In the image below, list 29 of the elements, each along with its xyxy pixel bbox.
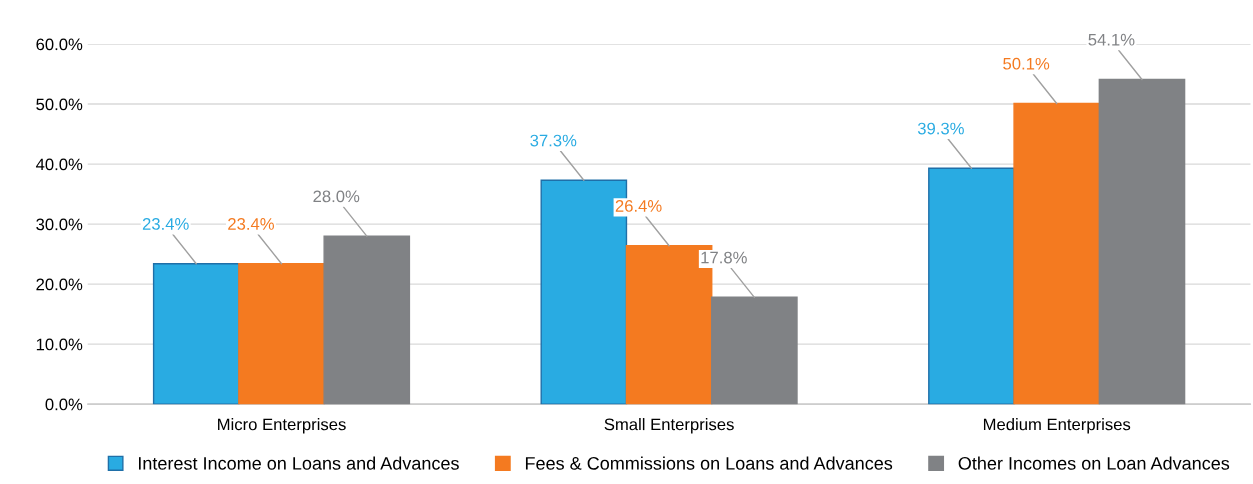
bar <box>152 263 240 405</box>
y-tick-label: 60.0% <box>36 38 83 51</box>
legend-label: Interest Income on Loans and Advances <box>138 456 459 470</box>
bar <box>238 263 325 405</box>
data-label: 17.8% <box>701 251 747 264</box>
y-tick-label: 40.0% <box>35 158 83 171</box>
y-tick-label: 20.0% <box>36 278 83 291</box>
x-tick-label: Small Enterprises <box>604 418 734 434</box>
data-label: 50.1% <box>1003 57 1050 70</box>
bar <box>1013 102 1101 405</box>
data-label: 54.1% <box>1088 33 1135 46</box>
y-tick-label: 10.0% <box>36 338 83 351</box>
data-label: 39.3% <box>917 122 964 135</box>
bar <box>711 296 798 405</box>
legend-label: Fees & Commissions on Loans and Advances <box>525 456 893 470</box>
data-label: 28.0% <box>313 190 360 203</box>
bar <box>323 235 411 405</box>
y-tick-label: 50.0% <box>36 98 83 111</box>
y-tick-label: 30.0% <box>36 218 83 231</box>
data-label: 23.4% <box>142 218 189 230</box>
legend-label: Other Incomes on Loan Advances <box>958 456 1230 470</box>
data-label: 26.4% <box>615 200 662 212</box>
data-label: 23.4% <box>228 218 274 230</box>
data-label: 37.3% <box>530 134 577 147</box>
bar <box>928 167 1015 405</box>
y-tick-label: 0.0% <box>45 398 83 411</box>
x-tick-label: Micro Enterprises <box>218 418 346 434</box>
x-tick-label: Medium Enterprises <box>983 418 1131 434</box>
bar <box>1098 78 1186 405</box>
